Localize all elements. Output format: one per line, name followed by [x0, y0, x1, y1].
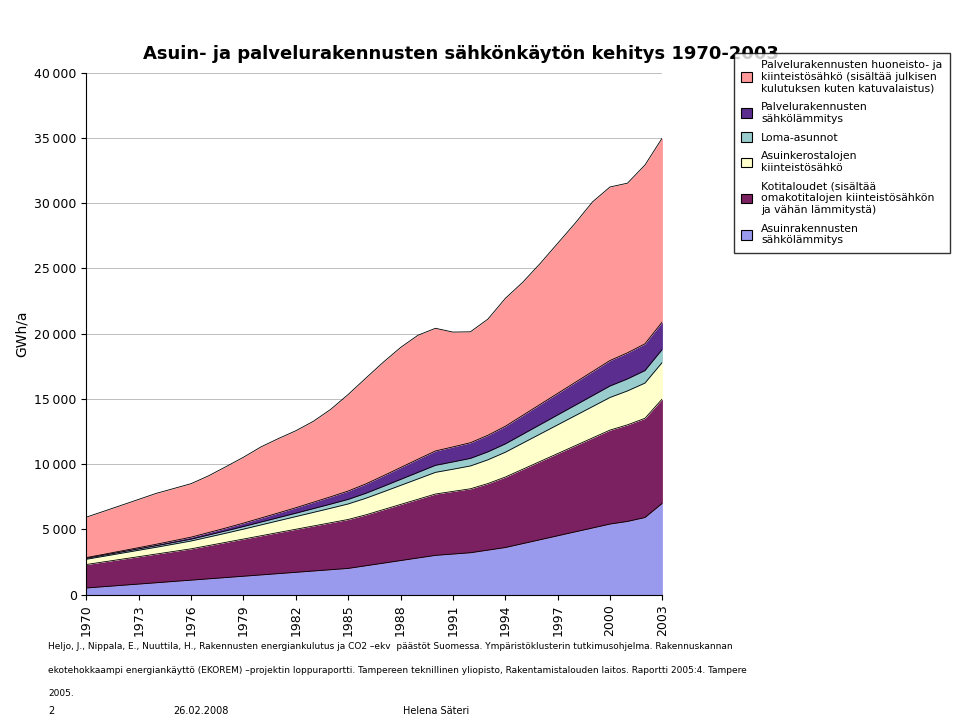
Y-axis label: GWh/a: GWh/a: [14, 310, 29, 357]
Title: Asuin- ja palvelurakennusten sähkönkäytön kehitys 1970-2003: Asuin- ja palvelurakennusten sähkönkäytö…: [143, 45, 779, 62]
Text: Heljo, J., Nippala, E., Nuuttila, H., Rakennusten energiankulutus ja CO2 –ekv  p: Heljo, J., Nippala, E., Nuuttila, H., Ra…: [48, 642, 732, 650]
Text: 26.02.2008: 26.02.2008: [173, 706, 228, 716]
Text: Helena Säteri: Helena Säteri: [403, 706, 469, 716]
Text: 2: 2: [48, 706, 55, 716]
Text: 2005.: 2005.: [48, 689, 74, 698]
Legend: Palvelurakennusten huoneisto- ja
kiinteistösähkö (sisältää julkisen
kulutuksen k: Palvelurakennusten huoneisto- ja kiintei…: [733, 52, 949, 253]
Text: ekotehokkaampi energiankäyttö (EKOREM) –projektin loppuraportti. Tampereen tekni: ekotehokkaampi energiankäyttö (EKOREM) –…: [48, 666, 747, 674]
